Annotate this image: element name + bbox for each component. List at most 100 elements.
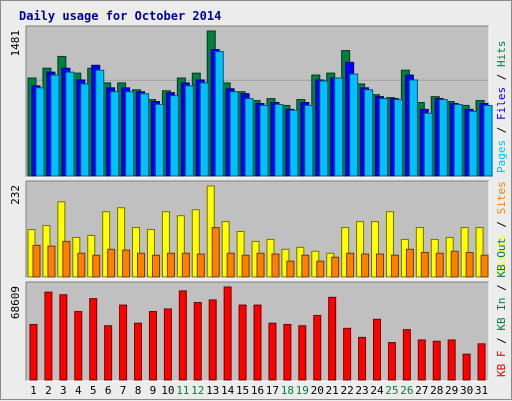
day-label-19: 19 (296, 384, 309, 397)
legend-sites: Sites (495, 181, 508, 214)
bar-kb-f-day-20 (313, 314, 322, 381)
bar-sites-day-26 (405, 248, 414, 278)
day-label-6: 6 (105, 384, 112, 397)
bar-visits-day-12 (191, 209, 200, 278)
bar-sites-day-29 (450, 250, 459, 278)
y-max-label: 1481 (9, 30, 22, 57)
bar-pages-day-29 (453, 103, 463, 177)
bar-sites-day-3 (62, 240, 71, 278)
bar-pages-day-25 (393, 99, 403, 177)
day-label-26: 26 (400, 384, 413, 397)
bar-sites-day-13 (211, 227, 220, 278)
bar-kb-f-day-24 (372, 318, 381, 381)
bar-pages-day-7 (125, 91, 135, 177)
bar-visits-day-25 (385, 211, 394, 278)
bar-pages-day-28 (438, 99, 448, 177)
bar-sites-day-25 (390, 254, 399, 278)
day-label-15: 15 (236, 384, 249, 397)
day-label-29: 29 (445, 384, 458, 397)
bar-pages-day-24 (379, 98, 389, 177)
bar-kb-f-day-14 (223, 286, 232, 381)
bar-pages-day-5 (95, 69, 105, 177)
bar-pages-day-2 (50, 74, 60, 177)
bar-sites-day-17 (271, 253, 280, 278)
legend-visits: Visits / Sites (495, 181, 508, 274)
bar-kb-f-day-10 (163, 308, 172, 381)
y-max-label: 232 (9, 185, 22, 205)
bar-kb-f-day-7 (119, 304, 128, 381)
bar-pages-day-8 (140, 93, 150, 177)
bar-sites-day-23 (361, 253, 370, 278)
bar-visits-day-23 (356, 221, 365, 278)
bar-sites-day-28 (435, 252, 444, 278)
bar-visits-day-11 (176, 215, 185, 278)
bar-kb-f-day-16 (253, 304, 262, 381)
bar-pages-day-19 (304, 104, 314, 177)
bar-sites-day-18 (286, 260, 295, 278)
bar-sites-day-4 (77, 252, 86, 278)
bar-pages-day-17 (274, 103, 284, 177)
bar-kb-f-day-27 (417, 339, 426, 381)
bar-kb-f-day-26 (402, 329, 411, 381)
day-label-4: 4 (75, 384, 82, 397)
day-label-22: 22 (340, 384, 353, 397)
bar-pages-day-9 (154, 103, 164, 177)
legend-pages: Pages (495, 140, 508, 173)
bar-kb-f-day-6 (104, 325, 113, 381)
bar-sites-day-7 (122, 249, 131, 278)
bar-sites-day-9 (151, 254, 160, 278)
bar-sites-day-31 (480, 254, 489, 278)
bar-sites-day-16 (256, 252, 265, 278)
day-label-1: 1 (30, 384, 37, 397)
bar-pages-day-3 (65, 71, 75, 177)
bar-kb-f-day-17 (268, 322, 277, 381)
day-label-2: 2 (45, 384, 52, 397)
bar-pages-day-14 (229, 91, 239, 177)
day-label-12: 12 (191, 384, 204, 397)
bar-pages-day-10 (169, 95, 179, 177)
day-label-27: 27 (415, 384, 428, 397)
panel-kbytes: 68609 KB F / KB In / KB Out (9, 238, 508, 382)
bar-kb-f-day-12 (193, 302, 202, 381)
panel-hits: 1481 Pages / Files / Hits (9, 25, 508, 178)
bar-kb-f-day-15 (238, 304, 247, 381)
legend-separator: / (495, 331, 508, 351)
bar-visits-day-15 (236, 231, 245, 278)
bar-sites-day-6 (107, 248, 116, 278)
day-label-25: 25 (385, 384, 398, 397)
bar-sites-day-14 (226, 252, 235, 278)
bar-kb-f-day-21 (328, 296, 337, 381)
bar-pages-day-16 (259, 104, 269, 177)
day-label-10: 10 (161, 384, 174, 397)
bar-kb-f-day-2 (44, 291, 53, 381)
legend-kbin: KB In (495, 298, 508, 331)
bar-kb-f-day-11 (178, 290, 187, 381)
bar-visits-day-3 (57, 201, 66, 278)
day-label-18: 18 (281, 384, 294, 397)
day-label-5: 5 (90, 384, 97, 397)
legend-separator: / (495, 278, 508, 298)
bar-sites-day-22 (346, 252, 355, 278)
bar-kb-f-day-29 (447, 339, 456, 381)
bar-visits-day-7 (117, 207, 126, 278)
legend-hits: Hits (495, 41, 508, 68)
bar-visits-day-24 (371, 221, 380, 278)
legend-separator: / (495, 120, 508, 140)
legend-files: Files (495, 87, 508, 120)
bar-sites-day-11 (181, 252, 190, 278)
bar-kb-f-day-3 (59, 294, 68, 381)
bar-sites-day-5 (92, 254, 101, 278)
chart-panels: 1481 Pages / Files / Hits 232 Visits / Site… (9, 25, 508, 382)
chart-title: Daily usage for October 2014 (19, 9, 221, 23)
bar-pages-day-13 (214, 51, 224, 177)
bar-pages-day-4 (80, 83, 90, 177)
bar-kb-f-day-13 (208, 299, 217, 381)
bar-sites-day-27 (420, 251, 429, 278)
bar-visits-day-31 (475, 227, 484, 278)
bar-kb-f-day-4 (74, 311, 83, 381)
bar-kb-f-day-8 (134, 322, 143, 381)
day-label-31: 31 (475, 384, 488, 397)
bar-kb-f-day-18 (283, 323, 292, 381)
bar-sites-day-21 (331, 256, 340, 278)
